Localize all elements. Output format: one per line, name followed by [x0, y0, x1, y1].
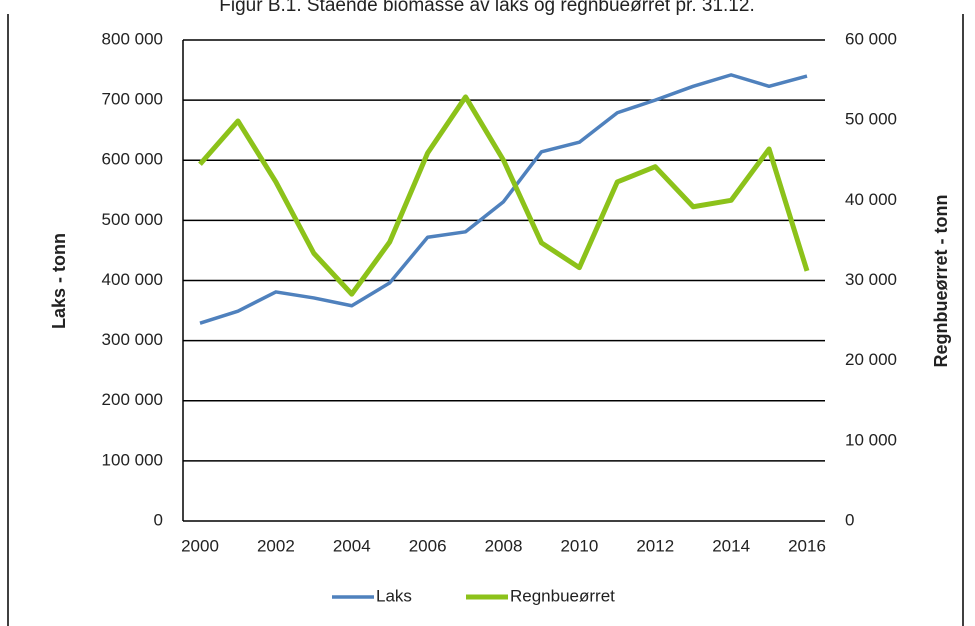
y-tick-label: 100 000 [102, 450, 163, 469]
y-tick-label: 600 000 [102, 150, 163, 169]
x-tick-label: 2016 [788, 536, 826, 555]
x-tick-label: 2002 [257, 536, 295, 555]
y-tick-label: 500 000 [102, 210, 163, 229]
legend-label: Laks [376, 586, 412, 605]
y2-tick-label: 0 [845, 510, 854, 529]
x-tick-label: 2008 [485, 536, 523, 555]
chart-title: Figur B.1. Stående biomasse av laks og r… [219, 0, 754, 16]
y-tick-label: 300 000 [102, 330, 163, 349]
series-line [198, 94, 810, 297]
y2-tick-label: 20 000 [845, 350, 897, 369]
y2-tick-label: 10 000 [845, 430, 897, 449]
x-tick-label: 2014 [712, 536, 750, 555]
y-tick-label: 400 000 [102, 270, 163, 289]
y-tick-label: 200 000 [102, 390, 163, 409]
x-tick-label: 2006 [409, 536, 447, 555]
y2-tick-label: 40 000 [845, 190, 897, 209]
y2-axis-title: Regnbueørret - tonn [931, 195, 951, 368]
x-tick-label: 2004 [333, 536, 371, 555]
x-tick-label: 2012 [636, 536, 674, 555]
x-tick-label: 2000 [181, 536, 219, 555]
series-line [199, 73, 808, 325]
y-tick-label: 700 000 [102, 90, 163, 109]
legend-label: Regnbueørret [510, 586, 615, 605]
y-axis-title: Laks - tonn [49, 233, 69, 329]
x-tick-label: 2010 [560, 536, 598, 555]
y2-tick-label: 50 000 [845, 110, 897, 129]
y-tick-label: 0 [154, 510, 163, 529]
y-tick-label: 800 000 [102, 29, 163, 48]
y2-tick-label: 60 000 [845, 29, 897, 48]
y2-tick-label: 30 000 [845, 270, 897, 289]
